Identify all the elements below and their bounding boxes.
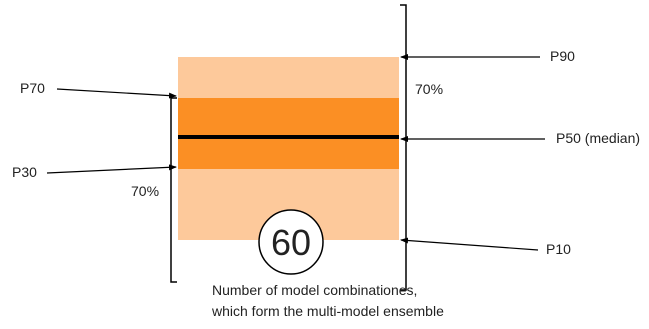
upper-70-bracket <box>400 4 407 291</box>
p70-label: P70 <box>20 80 45 96</box>
p30-label: P30 <box>12 164 37 180</box>
p10-arrow <box>400 237 539 251</box>
caption-line-1: Number of model combinationes, <box>212 282 417 298</box>
count-value: 60 <box>271 222 311 263</box>
upper-70-label: 70% <box>415 81 443 97</box>
p90-label: P90 <box>550 48 575 64</box>
lower-70-label: 70% <box>131 183 159 199</box>
count-circle <box>258 209 324 275</box>
p70-arrow <box>56 88 177 99</box>
caption-line-2: which form the multi-model ensemble <box>211 303 444 319</box>
lower-70-bracket <box>170 97 177 283</box>
p10-label: P10 <box>546 241 571 257</box>
p30-arrow <box>46 164 177 174</box>
inner-band-p30-p70 <box>178 98 399 169</box>
p50-label: P50 (median) <box>556 130 640 146</box>
